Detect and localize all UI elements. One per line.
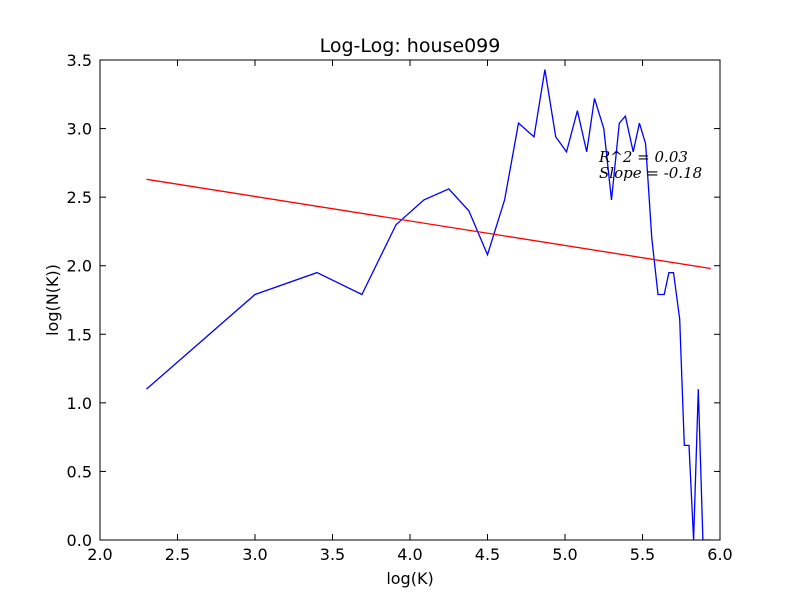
chart-title: Log-Log: house099 (320, 35, 501, 57)
x-tick-label: 2.0 (87, 545, 112, 564)
x-axis: 2.0 2.5 3.0 3.5 4.0 4.5 5.0 5.5 6.0 (87, 60, 733, 564)
y-tick-label: 2.5 (67, 188, 92, 207)
y-axis-label: log(N(K)) (43, 264, 62, 336)
y-tick-label: 3.5 (67, 51, 92, 70)
series-line-fit (146, 178, 711, 270)
y-axis: 0.0 0.5 1.0 1.5 2.0 2.5 3.0 3.5 (67, 51, 720, 550)
x-tick-label: 5.5 (630, 545, 655, 564)
x-tick-label: 5.0 (552, 545, 577, 564)
y-tick-label: 3.0 (67, 120, 92, 139)
y-tick-label: 2.0 (67, 257, 92, 276)
x-axis-label: log(K) (386, 569, 433, 588)
y-tick-label: 0.5 (67, 462, 92, 481)
y-tick-label: 0.0 (67, 531, 92, 550)
plot-frame (99, 59, 721, 541)
x-tick-label: 6.0 (707, 545, 732, 564)
plot-area (99, 59, 721, 541)
series-line-data (146, 69, 711, 540)
x-tick-label: 4.5 (475, 545, 500, 564)
x-tick-label: 3.0 (242, 545, 267, 564)
y-tick-label: 1.5 (67, 325, 92, 344)
x-tick-label: 2.5 (165, 545, 190, 564)
x-tick-label: 3.5 (320, 545, 345, 564)
x-tick-label: 4.0 (397, 545, 422, 564)
r-squared-annotation: R^2 = 0.03 (598, 148, 688, 166)
y-tick-label: 1.0 (67, 394, 92, 413)
slope-annotation: Slope = -0.18 (599, 164, 702, 182)
